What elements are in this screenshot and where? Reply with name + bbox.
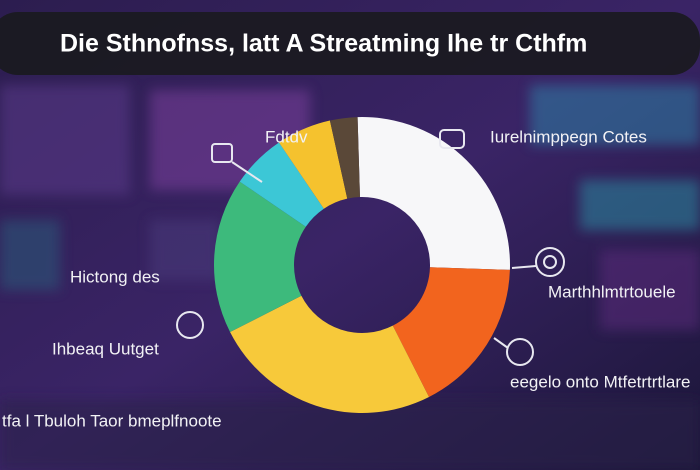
segment-label: Marthhlmtrtouele	[548, 282, 676, 301]
segment-label: Fdtdv	[265, 127, 308, 146]
chart-title: Die Sthnofnss, latt A Streatming Ihe tr …	[60, 30, 587, 58]
segment-label: Hictong des	[70, 267, 160, 286]
donut-segment	[278, 120, 348, 209]
donut-segment	[329, 117, 360, 199]
title-bar	[0, 12, 700, 75]
donut-segment	[239, 142, 324, 227]
donut-segment	[392, 267, 510, 397]
annotation: Ihbeaq Uutget	[52, 339, 159, 358]
donut-segment	[214, 181, 306, 333]
donut-segment	[357, 117, 510, 270]
annotation: tfa l Tbuloh Taor bmeplfnoote	[2, 411, 222, 430]
icons	[176, 129, 565, 366]
background-panels	[0, 85, 700, 470]
segment-label: eegelo onto Mtfetrtrtlare	[510, 372, 690, 391]
donut-segment	[230, 295, 430, 413]
segment-label: Iurelnimppegn Cotes	[490, 127, 647, 146]
